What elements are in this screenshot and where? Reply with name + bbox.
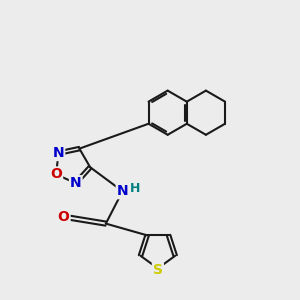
Text: H: H <box>130 182 140 195</box>
Text: N: N <box>117 184 128 198</box>
Text: N: N <box>70 176 82 190</box>
Text: N: N <box>52 146 64 160</box>
Text: O: O <box>50 167 62 182</box>
Text: O: O <box>58 210 70 224</box>
Text: S: S <box>153 263 163 277</box>
